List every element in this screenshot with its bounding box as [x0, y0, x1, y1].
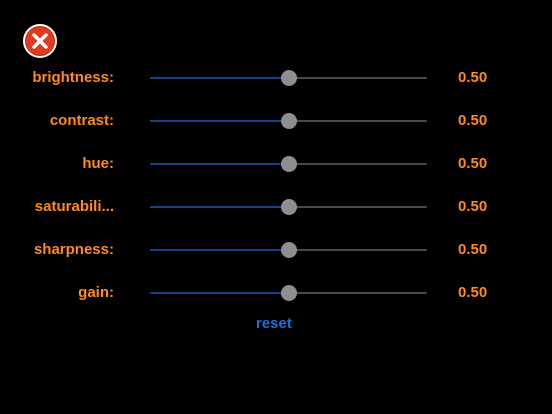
- slider-track-fill: [150, 249, 289, 251]
- slider-track-fill: [150, 292, 289, 294]
- reset-button[interactable]: reset: [256, 315, 292, 332]
- brightness-slider[interactable]: [150, 63, 427, 93]
- slider-thumb[interactable]: [280, 285, 297, 301]
- slider-track-fill: [150, 77, 289, 79]
- slider-value: 0.50: [458, 112, 488, 129]
- contrast-slider[interactable]: [150, 106, 427, 136]
- slider-value: 0.50: [458, 198, 488, 215]
- slider-label: hue:: [82, 155, 114, 172]
- slider-thumb[interactable]: [280, 199, 297, 215]
- saturability-slider[interactable]: [150, 192, 427, 222]
- sharpness-slider[interactable]: [150, 235, 427, 265]
- close-icon: [32, 33, 48, 49]
- slider-value: 0.50: [458, 155, 488, 172]
- slider-label: sharpness:: [33, 241, 114, 258]
- hue-slider[interactable]: [150, 149, 427, 179]
- slider-label: gain:: [78, 284, 114, 301]
- slider-track-fill: [150, 120, 289, 122]
- slider-row-contrast: contrast: 0.50: [0, 106, 552, 136]
- slider-thumb[interactable]: [280, 113, 297, 129]
- slider-thumb[interactable]: [280, 242, 297, 258]
- slider-thumb[interactable]: [280, 156, 297, 172]
- slider-row-gain: gain: 0.50: [0, 278, 552, 308]
- slider-label: brightness:: [32, 69, 114, 86]
- slider-track-fill: [150, 163, 289, 165]
- slider-label: saturabili...: [34, 198, 114, 215]
- slider-value: 0.50: [458, 241, 488, 258]
- slider-row-brightness: brightness: 0.50: [0, 63, 552, 93]
- close-button[interactable]: [23, 24, 57, 58]
- slider-track-fill: [150, 206, 289, 208]
- slider-thumb[interactable]: [280, 70, 297, 86]
- slider-row-saturability: saturabili... 0.50: [0, 192, 552, 222]
- gain-slider[interactable]: [150, 278, 427, 308]
- slider-row-hue: hue: 0.50: [0, 149, 552, 179]
- slider-value: 0.50: [458, 284, 488, 301]
- slider-row-sharpness: sharpness: 0.50: [0, 235, 552, 265]
- slider-label: contrast:: [49, 112, 114, 129]
- slider-value: 0.50: [458, 69, 488, 86]
